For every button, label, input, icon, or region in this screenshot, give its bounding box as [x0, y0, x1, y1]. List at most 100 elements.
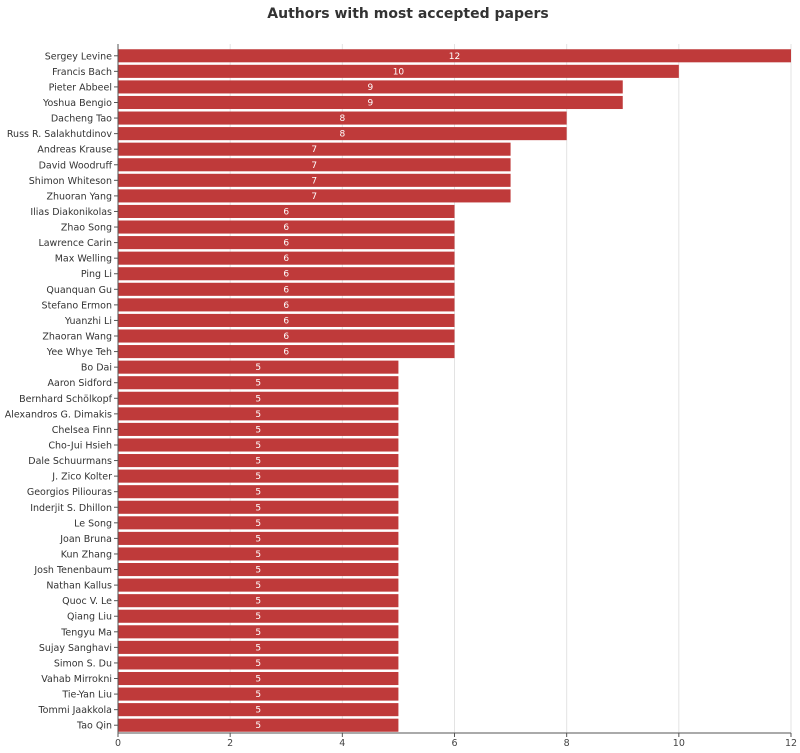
data-label: 6 — [283, 254, 289, 264]
category-label: Tao Qin — [76, 721, 112, 732]
data-label: 5 — [255, 441, 261, 451]
data-label: 5 — [255, 457, 261, 467]
data-label: 5 — [255, 566, 261, 576]
bar — [118, 671, 399, 686]
bar — [118, 438, 399, 452]
category-label: Zhuoran Yang — [47, 191, 113, 202]
category-label: Tie-Yan Liu — [61, 690, 112, 701]
bar — [118, 189, 511, 203]
data-label: 6 — [283, 223, 289, 233]
bar — [118, 64, 679, 78]
category-label: Zhao Song — [61, 223, 112, 234]
data-label: 5 — [255, 488, 261, 498]
category-label: Georgios Piliouras — [27, 487, 112, 498]
category-label: Josh Tenenbaum — [33, 565, 112, 576]
data-label: 5 — [255, 394, 261, 404]
bar — [118, 562, 399, 577]
category-label: J. Zico Kolter — [51, 472, 112, 483]
bar — [118, 594, 399, 608]
category-label: Qiang Liu — [67, 612, 112, 623]
bar — [118, 345, 455, 359]
category-label: Francis Bach — [52, 67, 112, 78]
data-label: 5 — [255, 612, 261, 622]
data-label: 7 — [311, 176, 317, 186]
data-label: 5 — [255, 425, 261, 435]
data-label: 7 — [311, 145, 317, 155]
category-label: Yoshua Bengio — [42, 98, 112, 109]
category-label: Yee Whye Teh — [46, 347, 112, 358]
bar — [118, 298, 455, 312]
category-label: Aaron Sidford — [48, 378, 113, 389]
data-label: 8 — [339, 114, 345, 124]
data-label: 5 — [255, 472, 261, 482]
category-label: Yuanzhi Li — [64, 316, 112, 327]
data-label: 9 — [368, 98, 374, 108]
category-label: Cho-Jui Hsieh — [48, 440, 112, 451]
category-label: Le Song — [74, 518, 112, 529]
bar — [118, 547, 399, 561]
bar — [118, 220, 455, 234]
bar — [118, 500, 399, 514]
bar — [118, 516, 399, 530]
category-label: Stefano Ermon — [42, 300, 112, 311]
bar — [118, 485, 399, 499]
data-label: 5 — [255, 597, 261, 607]
bar — [118, 422, 399, 436]
bar — [118, 204, 455, 219]
data-label: 5 — [255, 363, 261, 373]
bar — [118, 391, 399, 405]
category-label: Chelsea Finn — [52, 425, 112, 436]
bar — [118, 578, 399, 592]
category-label: Sergey Levine — [45, 51, 112, 62]
category-label: Andreas Krause — [37, 145, 112, 156]
data-label: 6 — [283, 285, 289, 295]
bar — [118, 376, 399, 390]
data-label: 6 — [283, 316, 289, 326]
category-label: Shimon Whiteson — [29, 176, 112, 187]
chart-title: Authors with most accepted papers — [267, 6, 549, 22]
category-label: Tengyu Ma — [60, 627, 112, 638]
bar — [118, 282, 455, 296]
category-label: Zhaoran Wang — [42, 332, 112, 343]
data-label: 5 — [255, 550, 261, 560]
bar — [118, 454, 399, 468]
bar — [118, 142, 511, 156]
x-tick-label: 8 — [564, 738, 570, 749]
bar — [118, 49, 791, 63]
data-label: 5 — [255, 503, 261, 513]
x-tick-label: 0 — [115, 738, 121, 749]
category-label: Alexandros G. Dimakis — [5, 409, 112, 420]
data-label: 6 — [283, 332, 289, 342]
data-label: 5 — [255, 690, 261, 700]
bar — [118, 625, 399, 639]
bar — [118, 640, 399, 654]
category-label: Tommi Jaakkola — [37, 705, 112, 716]
bar — [118, 360, 399, 374]
category-label: Nathan Kallus — [46, 581, 112, 592]
bar — [118, 80, 623, 94]
category-label: Lawrence Carin — [38, 238, 112, 249]
bar — [118, 718, 399, 732]
data-label: 5 — [255, 675, 261, 685]
bar — [118, 267, 455, 281]
bar — [118, 95, 623, 110]
category-label: Vahab Mirrokni — [41, 674, 112, 685]
category-label: Sujay Sanghavi — [39, 643, 112, 654]
bar — [118, 251, 455, 265]
bar — [118, 329, 455, 343]
data-label: 5 — [255, 534, 261, 544]
data-label: 6 — [283, 207, 289, 217]
x-tick-label: 12 — [785, 738, 797, 749]
bar — [118, 158, 511, 172]
data-label: 7 — [311, 192, 317, 202]
bar — [118, 173, 511, 187]
x-tick-label: 2 — [227, 738, 233, 749]
category-label: Joan Bruna — [59, 534, 112, 545]
data-label: 8 — [339, 130, 345, 140]
category-label: Quanquan Gu — [46, 285, 112, 296]
category-label: Dacheng Tao — [51, 114, 112, 125]
category-label: Pieter Abbeel — [49, 82, 112, 93]
data-label: 5 — [255, 581, 261, 591]
